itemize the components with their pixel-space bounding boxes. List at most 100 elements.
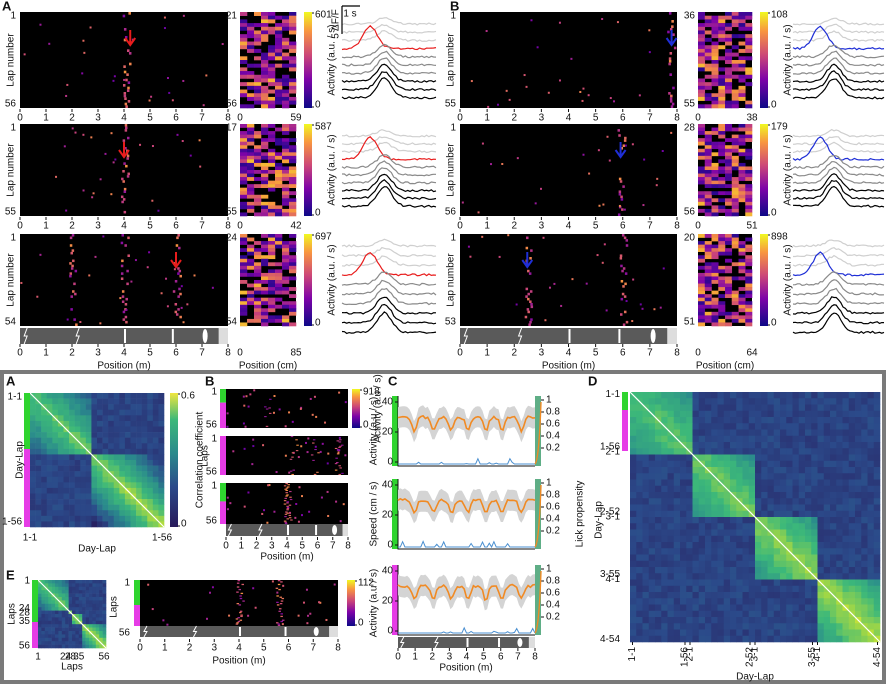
matrix-cell (836, 473, 843, 480)
matrix-cell (692, 523, 700, 530)
matrix-cell (873, 442, 881, 449)
matrix-cell (65, 600, 69, 605)
zoom-cell (268, 67, 276, 72)
matrix-cell (767, 579, 775, 587)
y-tick-label: 40 (382, 566, 394, 577)
matrix-cell (51, 600, 56, 605)
matrix-cell (730, 592, 737, 599)
matrix-cell (680, 454, 687, 462)
matrix-cell (723, 554, 731, 562)
matrix-cell (41, 460, 48, 466)
zoom-cell (738, 276, 746, 281)
matrix-cell (861, 573, 868, 580)
matrix-cell (711, 623, 718, 630)
matrix-cell (38, 590, 42, 594)
axis-label: Lap number (6, 143, 17, 197)
matrix-cell (792, 573, 800, 580)
matrix-cell (108, 510, 115, 517)
matrix-cell (58, 620, 63, 625)
matrix-cell (102, 493, 109, 500)
matrix-cell (41, 634, 46, 639)
heat-spot (334, 447, 338, 449)
matrix-cell (65, 627, 69, 632)
heat-spot (306, 451, 309, 454)
matrix-cell (41, 614, 46, 618)
matrix-cell (91, 398, 98, 405)
zoom-cell (725, 315, 733, 320)
matrix-cell (705, 504, 712, 512)
zoom-cell (704, 155, 712, 160)
matrix-cell (91, 471, 98, 478)
heat-spot (120, 272, 124, 275)
zoom-cell (247, 104, 255, 109)
matrix-cell (680, 492, 687, 499)
matrix-cell (836, 410, 843, 418)
matrix-cell (830, 435, 837, 443)
zoom-cell (261, 93, 269, 98)
matrix-cell (55, 631, 59, 635)
heat-spot (182, 79, 185, 82)
matrix-cell (141, 443, 148, 450)
matrix-cell (68, 637, 73, 642)
zoom-cell (275, 141, 283, 146)
matrix-cell (655, 629, 662, 637)
heatmap-bg (460, 12, 677, 108)
zoom-cell (711, 100, 719, 105)
diagonal (629, 391, 881, 643)
zoom-cell (282, 148, 290, 153)
matrix-cell (780, 535, 787, 543)
matrix-cell (68, 631, 73, 635)
matrix-cell (75, 631, 80, 635)
matrix-cell (861, 567, 868, 574)
matrix-cell (811, 579, 818, 587)
heat-spot (284, 497, 287, 499)
zoom-cell (711, 93, 719, 98)
matrix-cell (65, 586, 69, 591)
matrix-cell (842, 573, 850, 580)
matrix-cell (773, 567, 781, 574)
matrix-cell (63, 432, 70, 438)
matrix-cell (711, 448, 718, 455)
matrix-cell (711, 517, 718, 524)
trace (792, 50, 885, 67)
matrix-cell (667, 573, 675, 580)
matrix-cell (648, 554, 656, 562)
matrix-cell (848, 542, 856, 549)
matrix-cell (636, 604, 643, 612)
matrix-cell (141, 487, 148, 494)
heat-spot (288, 411, 291, 414)
matrix-cell (102, 499, 109, 505)
zoom-cell (698, 15, 706, 20)
lick-bar (535, 396, 541, 466)
zoom-cell (275, 272, 283, 277)
matrix-cell (855, 542, 862, 549)
matrix-cell (773, 423, 781, 430)
matrix-cell (41, 515, 48, 522)
matrix-cell (780, 560, 787, 568)
matrix-cell (855, 398, 862, 405)
heat-spot (333, 583, 336, 586)
trace (341, 154, 437, 169)
zoom-cell (698, 180, 706, 185)
matrix-cell (46, 426, 53, 433)
matrix-cell (51, 590, 56, 594)
matrix-cell (805, 635, 812, 643)
matrix-cell (152, 443, 159, 450)
matrix-cell (761, 529, 768, 537)
matrix-cell (102, 393, 109, 399)
matrix-cell (723, 454, 731, 462)
heat-spot (291, 456, 294, 458)
matrix-cell (99, 586, 103, 591)
heat-spot (618, 134, 621, 137)
heat-spot (668, 92, 671, 95)
matrix-cell (711, 392, 718, 399)
zoom-cell (275, 173, 283, 178)
zoom-cell (275, 138, 283, 142)
zoom-cell (247, 148, 255, 153)
matrix-cell (38, 607, 42, 611)
matrix-cell (673, 585, 681, 593)
zoom-cell (282, 318, 290, 323)
matrix-cell (642, 535, 650, 543)
panel-letter: A (6, 373, 16, 388)
